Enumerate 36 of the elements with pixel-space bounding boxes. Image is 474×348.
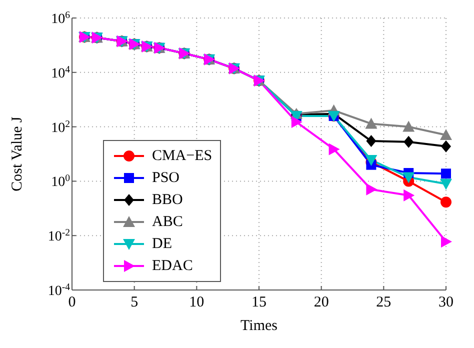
point [440, 178, 452, 190]
x-axis-title: Times [240, 318, 278, 334]
x-tick-label: 30 [438, 294, 454, 311]
x-tick-label: 25 [376, 294, 392, 311]
y-axis-title: Cost Value J [9, 116, 26, 192]
point [404, 136, 414, 148]
y-tick-label: 10$^{-2}$ [48, 227, 70, 245]
legend-label: PSO [152, 170, 180, 186]
legend-label: CMA−ES [152, 148, 212, 164]
x-tick-label: 5 [130, 294, 138, 311]
x-tick-label: 15 [252, 294, 266, 311]
point [441, 236, 452, 248]
point [440, 196, 452, 208]
point [402, 120, 415, 132]
y-tick-label: 10$^{2}$ [51, 118, 70, 136]
x-tick-label: 20 [314, 294, 329, 311]
legend-label: BBO [152, 192, 183, 208]
x-tick-label: 0 [68, 294, 76, 311]
point [365, 118, 378, 129]
point [441, 168, 451, 179]
point [441, 140, 451, 152]
legend-label: DE [152, 236, 172, 252]
y-tick-label: 10$^{0}$ [51, 172, 70, 190]
point [328, 143, 340, 156]
point [440, 128, 452, 140]
legend-label: EDAC [152, 258, 193, 274]
point [366, 183, 378, 196]
point [291, 116, 302, 128]
point [402, 172, 415, 184]
point [366, 135, 376, 148]
point [404, 189, 415, 202]
y-tick-label: 10$^{4}$ [51, 64, 70, 82]
legend-label: ABC [152, 214, 183, 230]
y-tick-label: 10$^{6}$ [51, 10, 70, 27]
x-tick-label: 10 [189, 294, 204, 311]
y-tick-label: 10$^{-4}$ [48, 282, 70, 299]
